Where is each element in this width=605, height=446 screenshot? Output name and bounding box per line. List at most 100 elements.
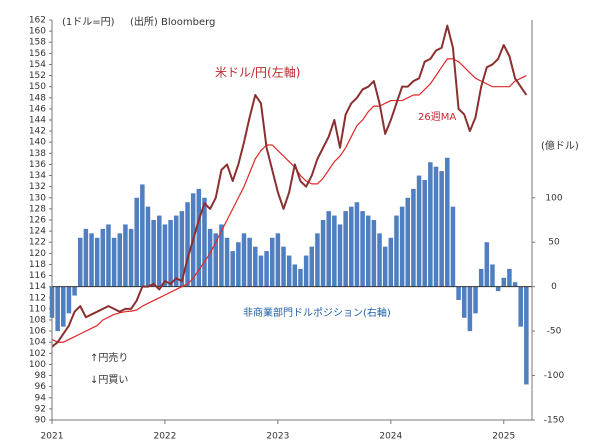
position-bar — [145, 206, 151, 287]
position-bar — [524, 286, 529, 385]
y2-tick-label: -150 — [544, 416, 565, 426]
position-bar — [445, 157, 450, 287]
left-unit: (1ドル=円) — [62, 17, 115, 28]
y2-tick-label: -100 — [544, 371, 565, 381]
series-line — [51, 58, 527, 343]
position-bar — [303, 255, 309, 287]
position-bar — [382, 246, 388, 287]
position-bar — [281, 246, 286, 287]
position-bar — [230, 251, 235, 287]
position-bar — [478, 268, 484, 287]
position-bar — [241, 233, 247, 287]
y-tick-label: 130 — [29, 193, 46, 203]
position-bar — [326, 211, 331, 287]
y-tick-label: 148 — [29, 93, 46, 103]
y-tick-label: 134 — [29, 171, 46, 181]
position-bar — [501, 277, 507, 287]
position-bar — [315, 233, 320, 287]
y-tick-label: 128 — [29, 204, 46, 214]
y2-tick-label: -50 — [547, 327, 562, 337]
y-tick-label: 150 — [29, 82, 46, 92]
position-bar — [456, 286, 461, 300]
y-tick-label: 158 — [29, 38, 46, 48]
y-tick-label: 120 — [29, 249, 46, 259]
position-bar — [77, 237, 83, 287]
position-bar — [185, 202, 190, 287]
position-bar — [111, 237, 117, 287]
position-bar — [428, 162, 433, 287]
position-bar — [123, 224, 128, 287]
y2-tick-label: 0 — [551, 282, 557, 292]
position-bar — [264, 251, 269, 287]
position-bar — [162, 224, 168, 287]
series-line — [51, 24, 528, 348]
down-note: ↓円買い — [90, 374, 128, 386]
y-tick-label: 144 — [29, 116, 46, 126]
position-bar — [207, 228, 213, 287]
y-tick-label: 90 — [35, 416, 47, 426]
y-tick-label: 152 — [29, 71, 46, 81]
position-bar — [332, 215, 337, 287]
y-tick-label: 142 — [29, 127, 46, 137]
position-bar — [128, 228, 134, 287]
y-tick-label: 112 — [29, 293, 46, 303]
x-tick-label: 2021 — [41, 432, 64, 442]
position-bar — [512, 282, 518, 287]
position-bar — [337, 224, 343, 287]
position-bar — [433, 166, 439, 287]
position-bar — [117, 233, 123, 287]
position-bar — [473, 286, 478, 314]
x-tick-label: 2024 — [379, 432, 402, 442]
position-bar — [349, 206, 354, 287]
position-bar — [106, 224, 111, 287]
position-bar — [292, 264, 298, 287]
up-note: ↑円売り — [90, 351, 128, 364]
x-tick-label: 2023 — [266, 432, 289, 442]
position-bar — [309, 246, 315, 287]
position-bar — [377, 233, 382, 287]
y-tick-label: 126 — [29, 216, 46, 226]
position-bar — [388, 237, 394, 287]
position-bar — [66, 286, 72, 314]
position-label: 非商業部門ドルポジション(右軸) — [243, 306, 391, 319]
position-bar — [89, 233, 94, 287]
position-bar — [269, 237, 275, 287]
y-tick-label: 154 — [29, 60, 46, 70]
y-tick-label: 140 — [29, 138, 46, 148]
x-tick-label: 2022 — [153, 432, 176, 442]
y-tick-label: 114 — [29, 282, 46, 292]
position-bar — [83, 228, 89, 287]
right-unit: (億ドル) — [541, 139, 579, 152]
position-bar — [253, 246, 258, 287]
position-bar — [405, 197, 411, 287]
y-tick-label: 96 — [35, 382, 47, 392]
position-bar — [275, 233, 281, 287]
position-bar — [286, 255, 292, 287]
y-tick-label: 146 — [29, 104, 46, 114]
position-bar — [168, 220, 173, 287]
position-bar — [140, 184, 145, 287]
source: (出所) Bloomberg — [130, 15, 215, 28]
position-bar — [411, 188, 416, 287]
y-tick-label: 118 — [29, 260, 46, 270]
position-bar — [399, 206, 405, 287]
position-bar — [439, 171, 444, 287]
position-bar — [179, 211, 185, 287]
y-tick-label: 100 — [29, 360, 46, 370]
position-bar — [151, 220, 156, 287]
position-bar — [484, 242, 490, 287]
position-bar — [196, 188, 202, 287]
position-bar — [416, 175, 422, 287]
position-bar — [236, 242, 241, 287]
y-tick-label: 132 — [29, 182, 46, 192]
position-bar — [371, 220, 377, 287]
position-bar — [224, 237, 230, 287]
y-tick-label: 124 — [29, 227, 46, 237]
position-bar — [258, 255, 264, 287]
position-bar — [55, 286, 60, 332]
position-bar — [354, 202, 360, 287]
price-label: 米ドル/円(左軸) — [215, 65, 300, 80]
position-bar — [360, 211, 365, 287]
y-tick-label: 102 — [29, 349, 46, 359]
